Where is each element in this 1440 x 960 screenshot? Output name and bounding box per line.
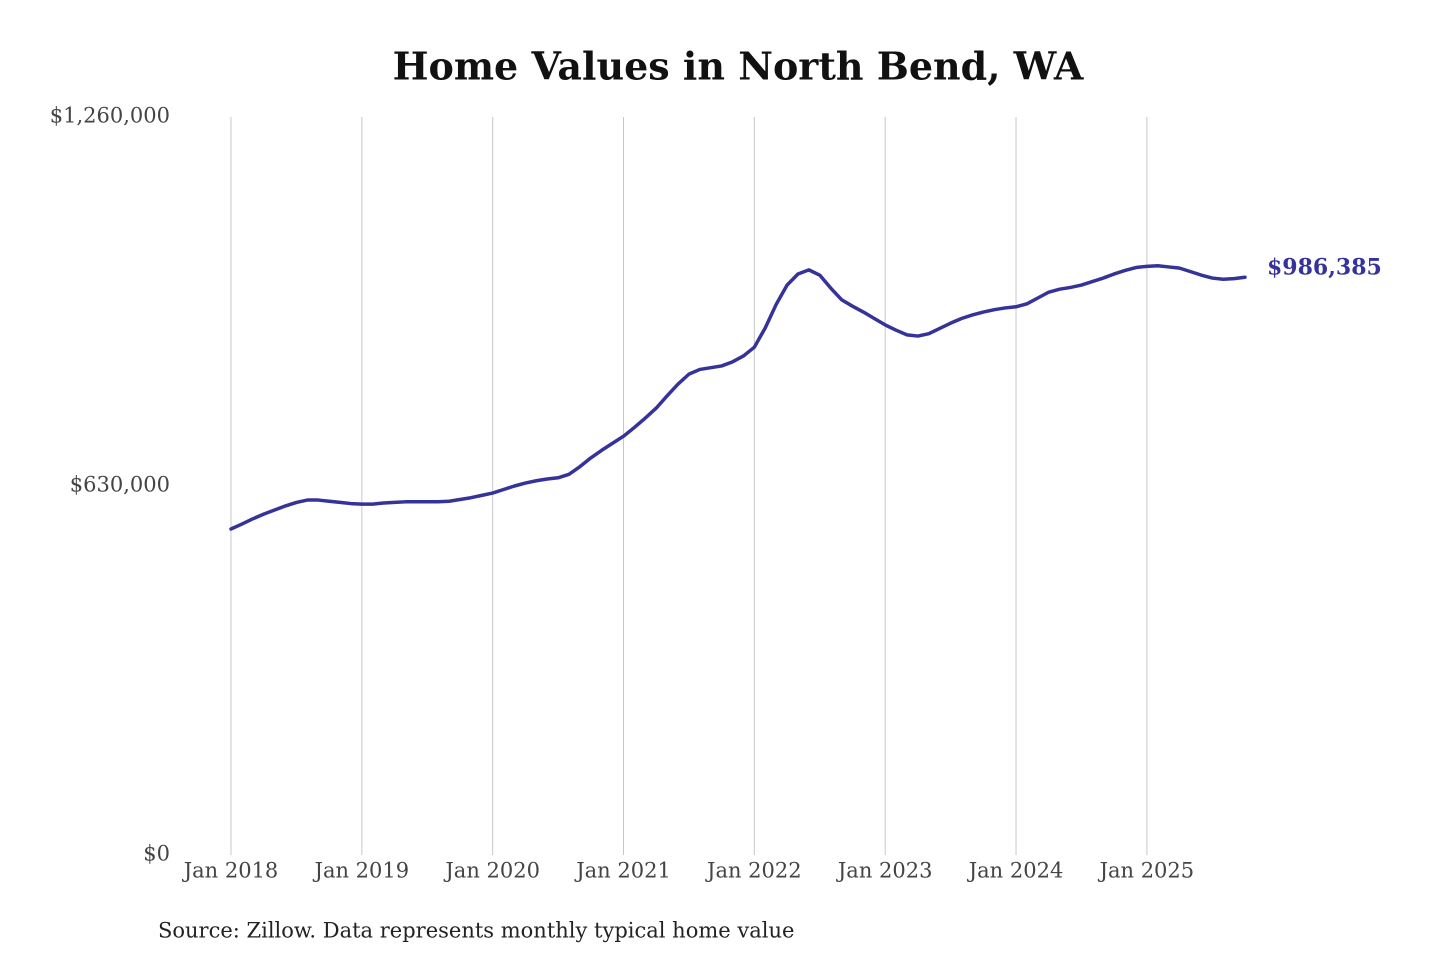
y-tick-label: $1,260,000 xyxy=(50,104,170,128)
line xyxy=(229,264,1247,531)
y-tick-label: $0 xyxy=(143,842,170,866)
x-tick-label: Jan 2022 xyxy=(705,859,802,883)
x-tick-label: Jan 2018 xyxy=(182,859,279,883)
x-tick-label: Jan 2025 xyxy=(1098,859,1195,883)
source-note: Source: Zillow. Data represents monthly … xyxy=(158,919,794,943)
x-tick-label: Jan 2019 xyxy=(313,859,410,883)
chart-title: Home Values in North Bend, WA xyxy=(393,44,1084,89)
x-tick-label: Jan 2020 xyxy=(443,859,540,883)
x-tick-label: Jan 2024 xyxy=(967,859,1064,883)
x-tick-label: Jan 2023 xyxy=(836,859,933,883)
y-tick-label: $630,000 xyxy=(70,473,170,497)
value-label: $986,385 xyxy=(1267,254,1382,280)
x-tick-label: Jan 2021 xyxy=(574,859,671,883)
